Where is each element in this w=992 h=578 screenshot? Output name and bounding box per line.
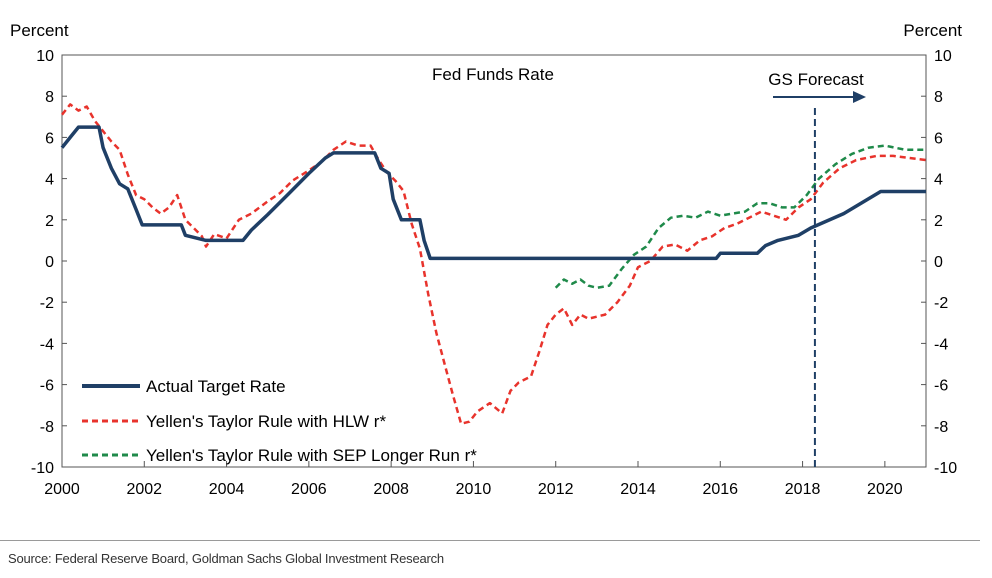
y-tick-label-left: -2	[40, 295, 54, 312]
series-layer	[60, 103, 927, 425]
x-tick-label: 2004	[209, 481, 245, 498]
source-note: Source: Federal Reserve Board, Goldman S…	[8, 551, 444, 566]
x-tick-label: 2014	[620, 481, 656, 498]
footer-divider	[0, 540, 980, 541]
series-line-yellen-s-taylor-rule-with-sep-longer-run-r	[554, 144, 926, 290]
series-line-actual-target-rate	[60, 125, 926, 261]
y-axis-label-right: Percent	[903, 21, 962, 40]
x-tick-label: 2008	[373, 481, 409, 498]
y-tick-label-left: -6	[40, 378, 54, 395]
x-tick-label: 2002	[126, 481, 162, 498]
chart-title: Fed Funds Rate	[432, 65, 554, 84]
y-axis-label-left: Percent	[10, 21, 69, 40]
x-tick-label: 2018	[785, 481, 821, 498]
legend-label-yellen-s-taylor-rule-with-sep-longer-run-r: Yellen's Taylor Rule with SEP Longer Run…	[146, 446, 477, 465]
y-tick-label-right: -8	[934, 419, 948, 436]
legend-label-yellen-s-taylor-rule-with-hlw-r: Yellen's Taylor Rule with HLW r*	[146, 412, 386, 431]
y-tick-label-right: 4	[934, 172, 943, 189]
y-tick-label-right: -6	[934, 378, 948, 395]
x-tick-label: 2010	[456, 481, 492, 498]
x-tick-label: 2020	[867, 481, 903, 498]
annotations: Fed Funds Rate GS Forecast	[432, 65, 866, 467]
legend: Actual Target Rate Yellen's Taylor Rule w…	[82, 377, 477, 465]
series-line-yellen-s-taylor-rule-with-hlw-r	[61, 103, 927, 425]
y-tick-label-left: -8	[40, 419, 54, 436]
forecast-label: GS Forecast	[768, 70, 864, 89]
y-tick-label-right: -4	[934, 336, 948, 353]
y-tick-label-left: 8	[45, 89, 54, 106]
x-tick-label: 2006	[291, 481, 327, 498]
plot-frame	[61, 54, 927, 468]
y-tick-label-right: 6	[934, 130, 943, 147]
legend-label-actual-target-rate: Actual Target Rate	[146, 377, 286, 396]
y-tick-label-right: 8	[934, 89, 943, 106]
y-tick-label-left: 2	[45, 213, 54, 230]
axes: 10 10 8 8 6 6 4 4 2 2 0 0 -2 -2 -4 -4 -6 -6 -8 -8 -10 -10 2000…	[10, 21, 962, 498]
y-tick-label-right: 10	[934, 48, 952, 65]
y-tick-label-left: -10	[31, 460, 54, 477]
y-tick-label-left: 10	[36, 48, 54, 65]
x-tick-label: 2016	[702, 481, 738, 498]
y-tick-label-right: 2	[934, 213, 943, 230]
y-tick-label-left: 0	[45, 254, 54, 271]
y-tick-label-right: 0	[934, 254, 943, 271]
y-tick-label-left: 4	[45, 172, 54, 189]
line-chart: 10 10 8 8 6 6 4 4 2 2 0 0 -2 -2 -4 -4 -6 -6 -8 -8 -10 -10 2000…	[10, 21, 962, 498]
y-tick-label-left: 6	[45, 130, 54, 147]
x-tick-label: 2000	[44, 481, 80, 498]
forecast-arrow-head	[853, 91, 866, 103]
y-tick-label-left: -4	[40, 336, 54, 353]
y-tick-label-right: -10	[934, 460, 957, 477]
x-tick-label: 2012	[538, 481, 574, 498]
y-tick-label-right: -2	[934, 295, 948, 312]
